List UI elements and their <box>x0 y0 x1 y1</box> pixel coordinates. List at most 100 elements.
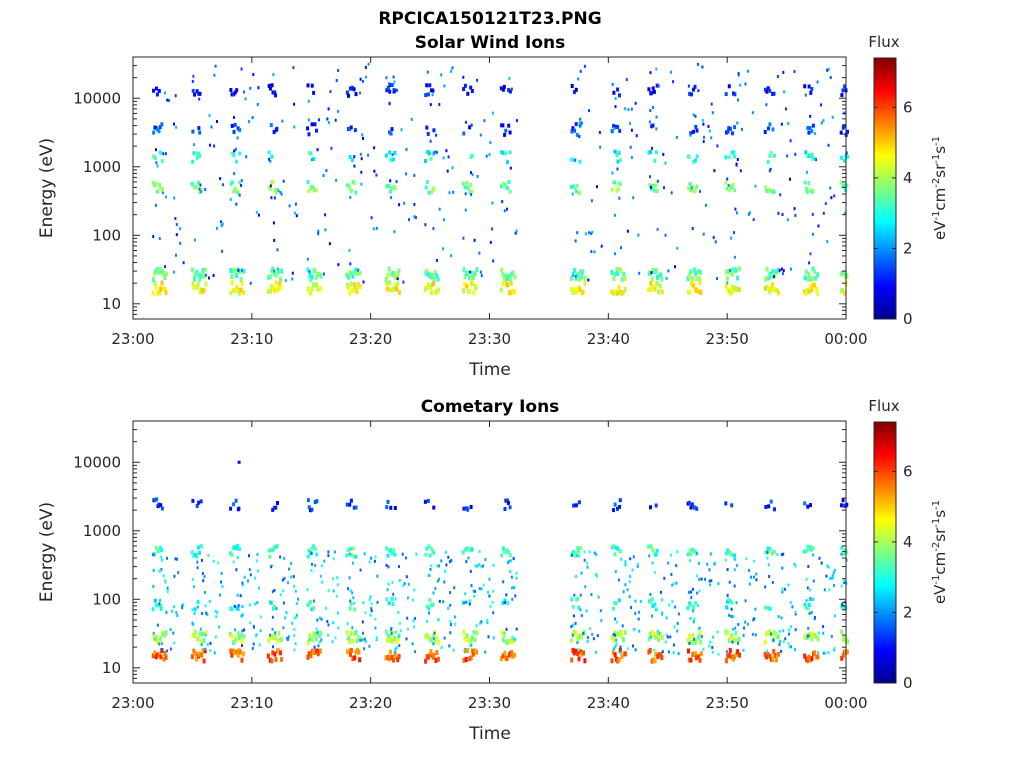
flux-cell <box>770 632 772 636</box>
flux-cell <box>612 123 615 128</box>
flux-cell <box>717 652 720 656</box>
flux-cell <box>688 289 692 295</box>
flux-cell <box>615 642 618 646</box>
flux-cell <box>389 157 393 162</box>
y-tick-label: 1000 <box>83 522 121 540</box>
flux-cell <box>694 655 698 661</box>
flux-cell <box>398 203 401 207</box>
flux-cell <box>353 128 357 133</box>
flux-cell <box>577 549 581 554</box>
flux-cell <box>293 616 296 620</box>
flux-cell <box>266 653 270 659</box>
flux-cell <box>600 619 603 623</box>
spectrogram-cells <box>151 460 849 664</box>
flux-cell <box>514 637 517 641</box>
flux-cell <box>613 180 617 185</box>
flux-cell <box>809 631 813 637</box>
flux-cell <box>739 169 742 173</box>
flux-cell <box>710 579 713 583</box>
flux-cell <box>386 637 389 643</box>
flux-cell <box>157 548 161 553</box>
flux-cell <box>306 267 310 273</box>
flux-cell <box>618 549 622 554</box>
flux-cell <box>506 500 510 505</box>
flux-cell <box>505 282 509 288</box>
flux-cell <box>306 126 310 131</box>
flux-cell <box>726 129 730 134</box>
flux-cell <box>733 638 737 644</box>
flux-cell <box>578 121 581 125</box>
flux-cell <box>405 575 408 579</box>
flux-cell <box>692 587 694 591</box>
flux-cell <box>236 543 239 548</box>
flux-cell <box>730 607 733 611</box>
flux-cell <box>753 559 756 563</box>
flux-cell <box>271 547 275 552</box>
flux-cell <box>202 273 206 279</box>
flux-cell <box>694 601 698 606</box>
flux-cell <box>689 505 693 510</box>
flux-cell <box>665 633 668 637</box>
flux-cell <box>648 120 651 124</box>
flux-cell <box>500 629 504 635</box>
flux-cell <box>846 129 849 134</box>
flux-cell <box>813 650 817 656</box>
flux-cell <box>662 152 665 156</box>
flux-cell <box>628 580 631 584</box>
flux-cell <box>766 160 770 165</box>
flux-cell <box>716 277 718 281</box>
flux-cell <box>267 83 271 88</box>
flux-cell <box>653 188 657 193</box>
flux-cell <box>438 599 441 603</box>
flux-cell <box>351 180 355 185</box>
flux-cell <box>230 633 234 639</box>
flux-cell <box>273 187 277 192</box>
flux-cell <box>699 189 701 193</box>
flux-cell <box>807 654 811 660</box>
flux-cell <box>846 154 849 159</box>
flux-cell <box>816 651 819 655</box>
flux-cell <box>318 286 322 292</box>
flux-cell <box>205 611 208 615</box>
flux-cell <box>670 191 673 195</box>
flux-cell <box>478 550 481 553</box>
flux-cell <box>153 156 157 160</box>
flux-cell <box>839 180 843 185</box>
flux-cell <box>811 266 815 272</box>
flux-cell <box>206 642 209 646</box>
flux-cell <box>213 144 216 148</box>
flux-cell <box>392 75 395 79</box>
flux-cell <box>482 564 484 568</box>
flux-cell <box>700 577 703 581</box>
flux-cell <box>280 268 284 274</box>
flux-cell <box>359 152 362 156</box>
flux-cell <box>742 633 745 637</box>
flux-cell <box>390 196 393 200</box>
flux-cell <box>320 617 323 621</box>
flux-cell <box>290 562 293 565</box>
flux-cell <box>393 150 397 155</box>
colorbar-tick-label: 4 <box>903 169 913 187</box>
flux-cell <box>492 563 495 567</box>
flux-cell <box>287 581 289 585</box>
flux-cell <box>163 275 167 280</box>
flux-cell <box>351 287 355 293</box>
flux-cell <box>386 85 390 90</box>
flux-cell <box>806 153 810 158</box>
flux-cell <box>345 272 349 278</box>
flux-cell <box>160 604 163 608</box>
flux-cell <box>808 126 812 131</box>
flux-cell <box>354 190 358 195</box>
flux-cell <box>581 269 585 275</box>
flux-cell <box>312 90 316 95</box>
flux-cell <box>195 656 199 662</box>
flux-cell <box>767 286 770 292</box>
flux-cell <box>615 620 618 624</box>
flux-cell <box>245 155 248 159</box>
flux-cell <box>612 544 616 549</box>
flux-cell <box>393 88 397 93</box>
flux-cell <box>670 70 673 74</box>
flux-cell <box>271 627 274 631</box>
flux-cell <box>667 561 670 565</box>
flux-cell <box>348 502 352 507</box>
